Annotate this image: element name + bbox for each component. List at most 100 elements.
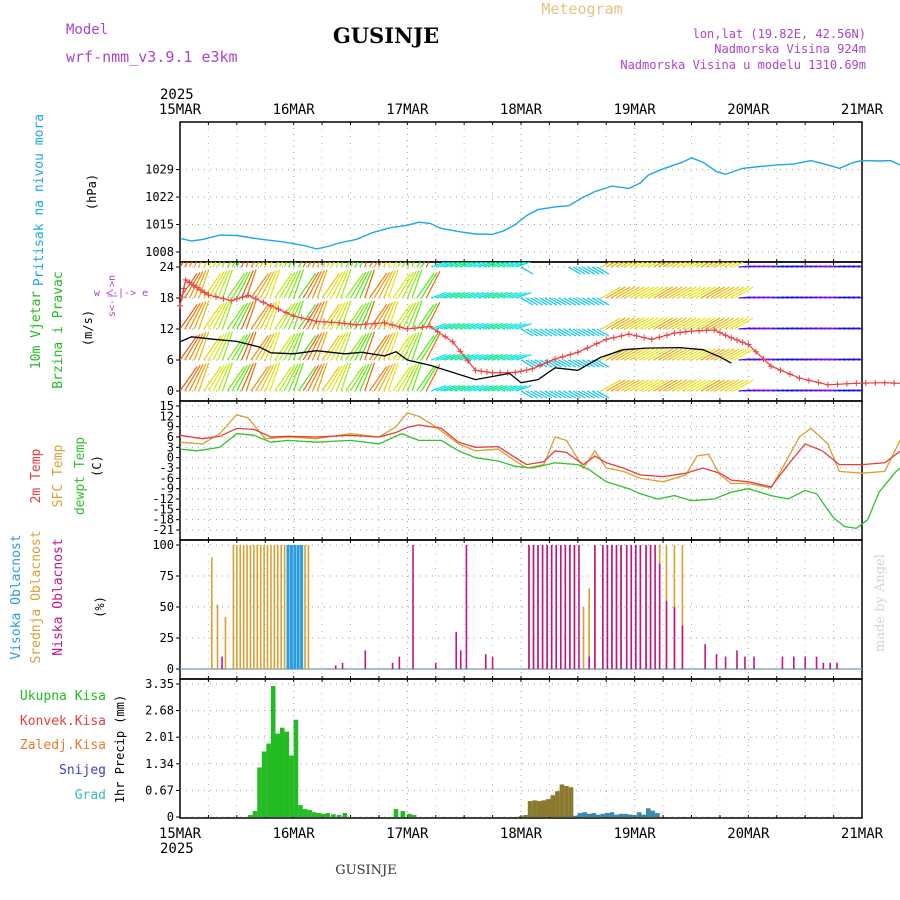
precip-bar-ukupnakisa — [284, 731, 290, 817]
wind-barb — [587, 359, 600, 368]
wind-gust-marker — [245, 292, 252, 299]
wind-gust-marker — [478, 368, 485, 375]
legend-frz-rain: Zaledj.Kisa — [20, 738, 106, 753]
wind-gust-marker — [228, 297, 235, 304]
wind-barb — [478, 291, 494, 299]
wind-barb — [620, 317, 640, 330]
wind-barb — [425, 301, 441, 330]
wind-barb — [672, 286, 692, 299]
wind-barb — [231, 333, 249, 361]
wind-barb — [345, 366, 364, 392]
ytick-label-temperature: -12 — [152, 492, 174, 506]
precip-bar-snijeg — [618, 813, 624, 817]
wind-barb — [184, 333, 201, 361]
wind-barb — [582, 328, 595, 337]
wind-barb — [402, 301, 417, 330]
wind-barb — [264, 332, 278, 361]
wind-barb — [710, 286, 730, 299]
wind-barb — [520, 328, 534, 337]
wind-barb — [468, 384, 485, 392]
wind-gust-marker — [512, 369, 519, 376]
wind-barb — [245, 300, 257, 330]
wind-barb — [615, 379, 636, 392]
wind-barb — [222, 300, 233, 330]
wind-barb — [387, 331, 399, 361]
wind-barb — [278, 364, 296, 392]
wind-barb — [203, 304, 222, 330]
wind-barb — [321, 335, 340, 361]
wind-barb — [236, 270, 251, 299]
wind-barb — [269, 362, 281, 392]
wind-barb — [293, 362, 305, 392]
precip-bar-zaledjkisa — [550, 795, 556, 817]
precip-bar-snijeg — [636, 812, 642, 817]
wind-gust-marker — [696, 327, 703, 334]
wind-barb — [326, 333, 343, 361]
wind-barb — [259, 363, 275, 392]
precip-bar-snijeg — [641, 814, 647, 817]
precip-bar-snijeg — [586, 813, 592, 817]
wind-barb — [724, 286, 745, 299]
wind-barb — [440, 262, 456, 268]
wind-barb — [316, 362, 328, 392]
wind-barb — [193, 270, 207, 299]
ytick-label-pressure: 1029 — [145, 163, 174, 177]
wind-barb — [335, 332, 349, 361]
wind-barb — [321, 304, 340, 330]
wind-barb — [445, 262, 461, 268]
precip-bar-zaledjkisa — [523, 815, 528, 817]
ytick-label-pressure: 1015 — [145, 218, 174, 232]
wind-gust-marker — [341, 320, 348, 327]
xtick-label-top: 16MAR — [273, 102, 316, 118]
wind-gust-marker — [457, 348, 464, 355]
wind-barb — [188, 270, 204, 299]
wind-gust-marker — [523, 366, 530, 373]
wind-barb — [615, 348, 636, 361]
wind-barb — [368, 262, 374, 268]
wind-barb — [577, 266, 591, 275]
wind-barb — [520, 266, 534, 275]
wind-barb — [184, 262, 189, 268]
wind-gust-marker — [603, 336, 610, 343]
wind-gust-marker — [194, 284, 201, 291]
wind-barb — [397, 333, 414, 361]
wind-barb — [653, 262, 664, 268]
wind-barb — [478, 353, 494, 361]
wind-barb — [714, 317, 735, 330]
wind-barb — [577, 390, 591, 399]
wind-barb — [297, 262, 303, 268]
wind-barb — [226, 262, 232, 268]
wind-gust-marker — [711, 327, 718, 334]
wind-barb — [587, 390, 600, 399]
wind-barb — [340, 269, 352, 299]
watermark: made by Angel — [873, 554, 888, 652]
wind-barb — [558, 390, 572, 399]
wind-gust-marker — [834, 381, 841, 388]
temp-title-3: dewpt Temp — [73, 437, 88, 515]
wind-barb — [255, 302, 272, 330]
wind-barb — [222, 331, 233, 361]
wind-gust-marker — [777, 367, 784, 374]
wind-barb — [217, 332, 231, 361]
wind-barb — [672, 379, 692, 392]
wind-barb — [719, 286, 740, 299]
wind-barb — [624, 286, 645, 299]
wind-barb — [193, 363, 207, 392]
wind-barb — [283, 332, 299, 361]
wind-barb — [383, 301, 396, 330]
wind-gust-marker — [815, 379, 822, 386]
wind-barb — [492, 322, 508, 330]
wind-unit: (m/s) — [81, 310, 95, 346]
wind-barb — [681, 262, 692, 268]
wind-barb — [312, 262, 316, 268]
wind-barb — [729, 317, 749, 330]
wind-barb — [368, 273, 388, 299]
precip-bar-ukupnakisa — [298, 805, 303, 817]
wind-barb — [643, 262, 654, 268]
wind-barb — [601, 317, 621, 330]
wind-barb — [259, 262, 264, 268]
wind-barb — [236, 332, 251, 361]
precip-bar-ukupnakisa — [270, 685, 276, 817]
wind-gust-marker — [389, 321, 396, 328]
